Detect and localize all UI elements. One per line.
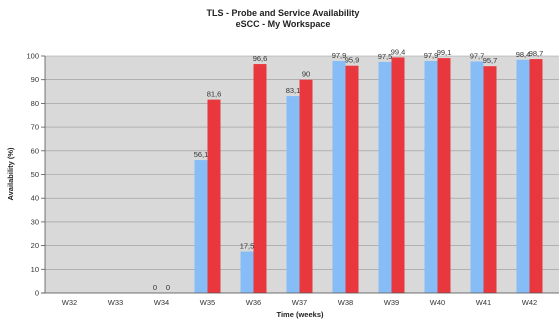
y-tick-label: 0 bbox=[35, 289, 39, 298]
bar bbox=[529, 59, 543, 294]
data-label: 97,9 bbox=[332, 51, 347, 60]
data-label: 97,9 bbox=[424, 51, 439, 60]
bar bbox=[378, 61, 392, 293]
data-label: 0 bbox=[166, 283, 170, 292]
bar bbox=[207, 99, 221, 293]
y-tick-label: 80 bbox=[31, 99, 39, 108]
x-tick-label: W34 bbox=[154, 298, 169, 307]
x-tick-label: W42 bbox=[522, 298, 537, 307]
chart-subtitle: eSCC - My Workspace bbox=[236, 19, 331, 29]
data-label: 97,5 bbox=[378, 52, 393, 61]
y-tick-label: 60 bbox=[31, 146, 39, 155]
data-label: 81,6 bbox=[207, 90, 222, 99]
y-tick-label: 30 bbox=[31, 217, 39, 226]
y-axis: 0 10 20 30 40 50 60 70 80 90 100 bbox=[26, 52, 46, 298]
data-label: 98,4 bbox=[516, 50, 531, 59]
bars bbox=[194, 57, 543, 294]
data-label: 56,1 bbox=[194, 150, 209, 159]
bar bbox=[194, 160, 208, 293]
y-tick-label: 100 bbox=[26, 52, 39, 61]
bar bbox=[345, 65, 359, 293]
data-label: 90 bbox=[302, 70, 310, 79]
bar bbox=[253, 64, 267, 293]
x-tick-label: W41 bbox=[476, 298, 491, 307]
bar bbox=[483, 66, 497, 293]
y-tick-label: 90 bbox=[31, 75, 39, 84]
data-label: 95,7 bbox=[483, 56, 498, 65]
y-tick-label: 50 bbox=[31, 170, 39, 179]
y-tick-label: 10 bbox=[31, 265, 39, 274]
bar bbox=[424, 60, 438, 293]
y-tick-label: 20 bbox=[31, 241, 39, 250]
data-label: 17,5 bbox=[240, 242, 255, 251]
data-label: 95,9 bbox=[345, 56, 360, 65]
data-label: 99,1 bbox=[437, 48, 452, 57]
data-label: 96,6 bbox=[253, 54, 268, 63]
y-axis-title: Availability (%) bbox=[6, 147, 15, 201]
x-axis-title: Time (weeks) bbox=[277, 310, 324, 319]
bar bbox=[470, 61, 484, 293]
x-tick-label: W36 bbox=[246, 298, 261, 307]
x-tick-label: W40 bbox=[430, 298, 445, 307]
bar bbox=[437, 58, 451, 294]
bar bbox=[516, 59, 530, 294]
data-label: 99,4 bbox=[391, 47, 406, 56]
x-tick-label: W37 bbox=[292, 298, 307, 307]
chart-title: TLS - Probe and Service Availability bbox=[207, 8, 360, 18]
y-tick-label: 70 bbox=[31, 123, 39, 132]
data-label: 83,1 bbox=[286, 86, 301, 95]
data-label: 98,7 bbox=[529, 49, 544, 58]
bar bbox=[332, 60, 346, 293]
x-axis: W32 W33 W34 W35 W36 W37 W38 W39 W40 W41 W42 bbox=[41, 292, 559, 307]
data-label: 0 bbox=[153, 283, 157, 292]
x-tick-label: W32 bbox=[62, 298, 77, 307]
bar bbox=[391, 57, 405, 294]
y-tick-label: 40 bbox=[31, 194, 39, 203]
bar bbox=[299, 79, 313, 293]
bar bbox=[286, 96, 300, 293]
x-tick-label: W35 bbox=[200, 298, 215, 307]
x-tick-label: W38 bbox=[338, 298, 353, 307]
bar bbox=[240, 251, 254, 293]
x-tick-label: W39 bbox=[384, 298, 399, 307]
x-tick-label: W33 bbox=[108, 298, 123, 307]
data-label: 97,7 bbox=[470, 51, 485, 60]
